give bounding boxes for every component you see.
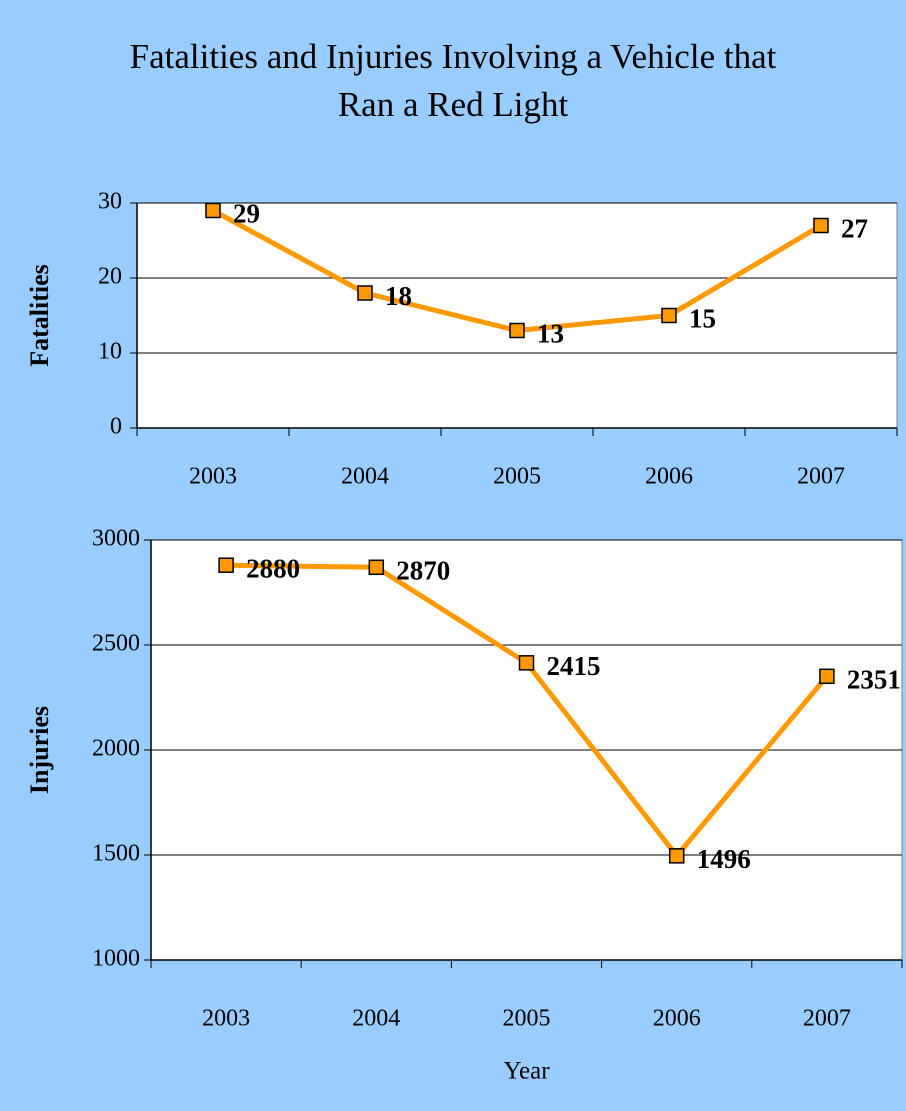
x-axis-title: Year (503, 1058, 550, 1085)
y-axis-title: Fatalities (25, 264, 54, 367)
y-tick-label: 30 (98, 189, 122, 215)
marker (813, 217, 829, 234)
data-label: 1496 (697, 844, 751, 874)
x-tick-label: 2003 (189, 464, 237, 490)
marker (668, 848, 685, 864)
x-tick-label: 2006 (645, 464, 693, 490)
marker (819, 668, 835, 685)
marker (357, 285, 373, 301)
marker (368, 559, 385, 576)
marker (518, 655, 535, 671)
data-label: 2415 (547, 651, 601, 681)
data-label: 2870 (396, 556, 450, 586)
y-tick-label: 2000 (92, 736, 140, 762)
data-label: 27 (841, 214, 868, 244)
data-label: 29 (233, 199, 260, 229)
x-tick-label: 2006 (653, 1006, 701, 1032)
x-tick-label: 2005 (493, 464, 541, 490)
y-tick-label: 2500 (92, 631, 140, 657)
marker (205, 202, 221, 219)
y-tick-label: 1500 (92, 841, 140, 867)
data-label: 2351 (847, 664, 901, 694)
data-label: 2880 (246, 553, 300, 583)
y-tick-label: 3000 (92, 526, 140, 552)
marker (218, 557, 234, 573)
plot-area (136, 202, 898, 429)
marker (661, 307, 677, 324)
y-axis-title: Injuries (25, 706, 54, 794)
y-tick-label: 0 (110, 414, 122, 440)
chart-title: Fatalities and Injuries Involving a Vehi… (129, 37, 777, 124)
x-tick-label: 2005 (503, 1006, 551, 1032)
data-label: 18 (385, 281, 412, 311)
y-tick-label: 20 (98, 264, 122, 290)
x-tick-label: 2007 (797, 464, 845, 490)
x-tick-label: 2004 (341, 464, 389, 490)
x-tick-label: 2004 (352, 1006, 400, 1032)
x-tick-label: 2003 (202, 1006, 250, 1032)
y-tick-label: 10 (98, 339, 122, 365)
y-tick-label: 1000 (92, 946, 140, 972)
marker (509, 322, 525, 339)
x-tick-label: 2007 (803, 1006, 851, 1032)
data-label: 13 (537, 319, 564, 349)
data-label: 15 (689, 304, 716, 334)
